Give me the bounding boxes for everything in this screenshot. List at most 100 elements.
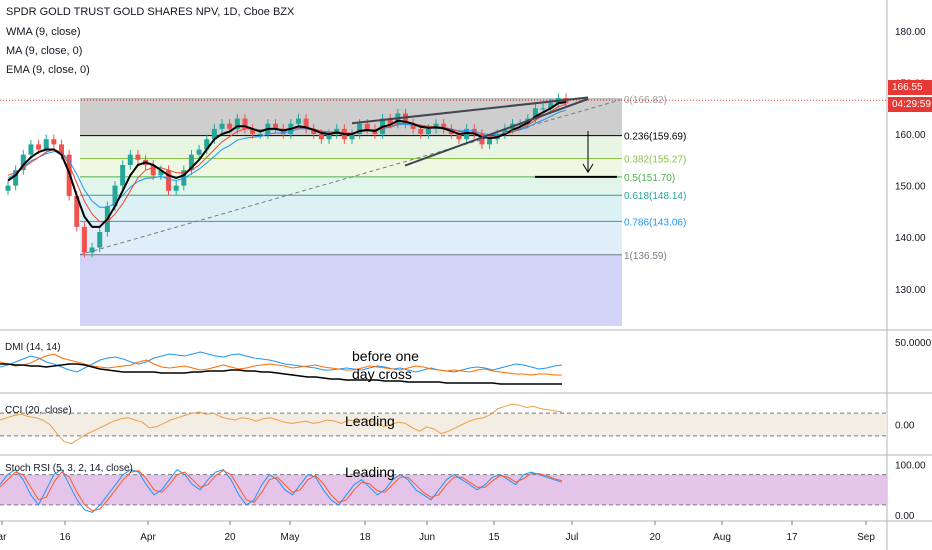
x-tick-label: Jul	[566, 532, 579, 543]
y-tick-label: 130.00	[895, 285, 926, 296]
x-tick-label: 17	[786, 532, 798, 543]
candle-body	[479, 134, 485, 145]
stoch-series-0	[0, 469, 563, 513]
x-tick-label: ar	[0, 532, 7, 543]
candle-body	[311, 128, 317, 135]
candle-body	[387, 118, 393, 124]
candle-body	[20, 154, 26, 171]
dmi-series-0	[0, 351, 563, 373]
candle-body	[295, 118, 301, 124]
candle-body	[173, 185, 179, 191]
candle-body	[250, 128, 256, 135]
fib-label-1: 1(136.59)	[624, 251, 667, 262]
cci-band	[0, 413, 887, 436]
candle-body	[532, 108, 538, 119]
candle-body	[5, 185, 11, 191]
stoch-band	[0, 474, 887, 505]
wedge-upper-line	[351, 96, 589, 125]
x-tick-label: Aug	[713, 532, 731, 543]
cci-label[interactable]: CCI (20, close)	[5, 405, 72, 416]
candle-body	[196, 149, 202, 155]
candle-body	[487, 139, 493, 145]
candle-body	[219, 123, 225, 129]
candle-body	[349, 134, 355, 140]
candle-body	[303, 118, 309, 129]
candle-body	[120, 165, 126, 186]
stoch-y-tick: 0.00	[895, 511, 915, 522]
dmi-annotation-line1: before one	[352, 348, 419, 364]
candle-body	[548, 103, 554, 109]
fib-zone-0	[80, 98, 622, 136]
fib-label-0.618: 0.618(148.14)	[624, 191, 686, 202]
fib-zone-0.618	[80, 195, 622, 222]
x-tick-label: 16	[59, 532, 71, 543]
countdown-tag: 04:29:59	[888, 97, 932, 112]
dmi-series-2	[0, 363, 562, 385]
ma-legend[interactable]: MA (9, close, 0)	[6, 45, 83, 57]
symbol-title: SPDR GOLD TRUST GOLD SHARES NPV, 1D, Cbo…	[6, 6, 295, 18]
fib-zone-0.786	[80, 221, 622, 255]
fib-zone-0.236	[80, 135, 622, 159]
fib-label-0.236: 0.236(159.69)	[624, 132, 686, 143]
fib-label-0.786: 0.786(143.06)	[624, 217, 686, 228]
dmi-series-1	[0, 353, 562, 376]
candle-body	[410, 123, 416, 129]
candle-body	[234, 118, 240, 129]
y-tick-label: 140.00	[895, 233, 926, 244]
ema-line	[7, 109, 567, 208]
candle-body	[158, 170, 164, 176]
candle-body	[211, 128, 217, 140]
candle-body	[418, 128, 424, 135]
candle-body	[456, 134, 462, 140]
candle-body	[81, 226, 87, 253]
candle-body	[273, 123, 279, 129]
candle-body	[425, 128, 431, 135]
cci-annotation: Leading	[345, 413, 395, 429]
cci-y-tick: 0.00	[895, 421, 915, 432]
stoch-rsi-label[interactable]: Stoch RSI (5, 3, 2, 14, close)	[5, 463, 133, 474]
x-tick-label: May	[281, 532, 300, 543]
x-tick-label: 15	[488, 532, 500, 543]
candle-body	[204, 139, 210, 150]
candle-body	[502, 128, 508, 135]
stoch-y-tick: 100.00	[895, 461, 926, 472]
last-price-tag: 166.55	[888, 80, 932, 95]
x-tick-label: 18	[359, 532, 371, 543]
candle-body	[59, 144, 65, 155]
candle-body	[464, 128, 470, 140]
candle-body	[13, 170, 19, 186]
stoch-series-1	[0, 470, 563, 512]
candle-body	[43, 139, 49, 150]
candle-body	[74, 195, 80, 227]
candle-body	[51, 139, 57, 145]
wma-line	[7, 101, 567, 228]
fib-label-0.5: 0.5(151.70)	[624, 173, 675, 184]
candle-body	[364, 123, 370, 129]
candle-body	[227, 123, 233, 129]
fib-zone-0.382	[80, 158, 622, 177]
candle-body	[540, 108, 546, 110]
wedge-lower-line	[404, 98, 589, 167]
x-tick-label: Sep	[857, 532, 875, 543]
ema-legend[interactable]: EMA (9, close, 0)	[6, 64, 90, 76]
candle-body	[166, 170, 172, 191]
candle-body	[127, 154, 133, 165]
wma-legend[interactable]: WMA (9, close)	[6, 26, 81, 38]
x-tick-label: 20	[224, 532, 236, 543]
fib-zone-extension	[80, 254, 622, 326]
candle-body	[357, 123, 363, 135]
candle-body	[318, 134, 324, 140]
candle-body	[112, 185, 118, 207]
candle-body	[36, 144, 42, 150]
dmi-label[interactable]: DMI (14, 14)	[5, 342, 61, 353]
candle-body	[89, 247, 95, 253]
x-tick-label: 20	[649, 532, 661, 543]
dmi-annotation-line2: day cross	[352, 366, 412, 382]
x-tick-label: Apr	[140, 532, 156, 543]
fib-label-0.382: 0.382(155.27)	[624, 154, 686, 165]
candle-body	[28, 144, 34, 155]
candle-body	[188, 154, 194, 171]
candle-body	[326, 134, 332, 140]
candle-body	[150, 165, 156, 176]
